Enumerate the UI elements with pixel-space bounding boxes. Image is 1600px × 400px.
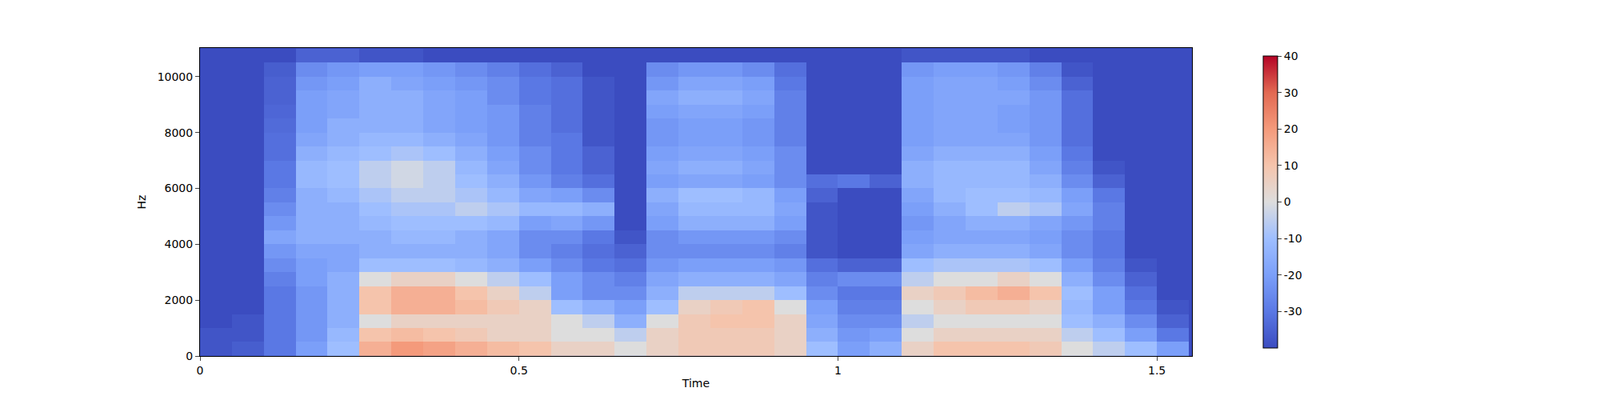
svg-text:Time: Time <box>681 376 710 390</box>
svg-text:20: 20 <box>1284 122 1299 136</box>
svg-text:1: 1 <box>834 364 842 377</box>
svg-text:40: 40 <box>1284 49 1299 63</box>
svg-text:-20: -20 <box>1284 268 1303 282</box>
svg-text:8000: 8000 <box>164 126 194 140</box>
svg-text:0: 0 <box>1284 195 1292 208</box>
svg-text:2000: 2000 <box>164 293 194 307</box>
svg-text:Hz: Hz <box>135 195 148 210</box>
svg-text:6000: 6000 <box>164 181 194 195</box>
svg-text:10000: 10000 <box>157 70 194 84</box>
svg-text:-30: -30 <box>1284 304 1303 318</box>
svg-text:4000: 4000 <box>164 237 194 251</box>
svg-text:10: 10 <box>1284 159 1299 172</box>
svg-text:1.5: 1.5 <box>1148 364 1166 377</box>
svg-text:0: 0 <box>185 349 193 363</box>
svg-text:0.5: 0.5 <box>510 364 528 377</box>
svg-text:-10: -10 <box>1284 232 1303 245</box>
svg-text:30: 30 <box>1284 86 1299 100</box>
svg-text:0: 0 <box>196 364 204 377</box>
